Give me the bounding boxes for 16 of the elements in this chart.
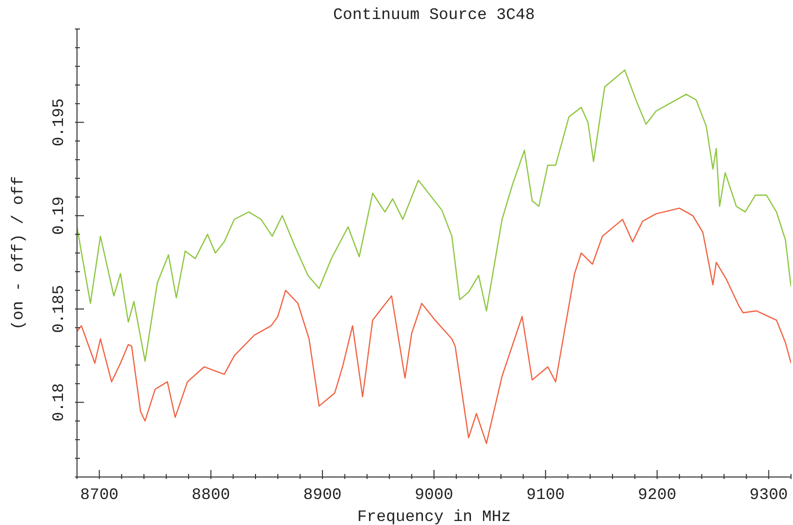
line-series (77, 69, 791, 362)
y-tick-label: 0.18 (50, 383, 68, 422)
x-tick-label: 8900 (303, 486, 342, 504)
x-tick-label: 8800 (192, 486, 230, 504)
y-axis-title: (on - off) / off (10, 176, 28, 330)
y-tick-label: 0.195 (50, 98, 68, 146)
x-axis-title: Frequency in MHz (357, 508, 511, 525)
x-tick-label: 9100 (526, 486, 565, 504)
x-tick-label: 8700 (80, 486, 119, 504)
chart-title: Continuum Source 3C48 (333, 6, 535, 24)
y-tick-label: 0.19 (50, 196, 68, 235)
y-tick-label: 0.185 (50, 284, 68, 334)
line-series (77, 208, 791, 444)
x-tick-label: 9300 (749, 486, 788, 504)
x-tick-label: 9000 (414, 486, 454, 504)
x-tick-label: 9200 (638, 486, 676, 504)
